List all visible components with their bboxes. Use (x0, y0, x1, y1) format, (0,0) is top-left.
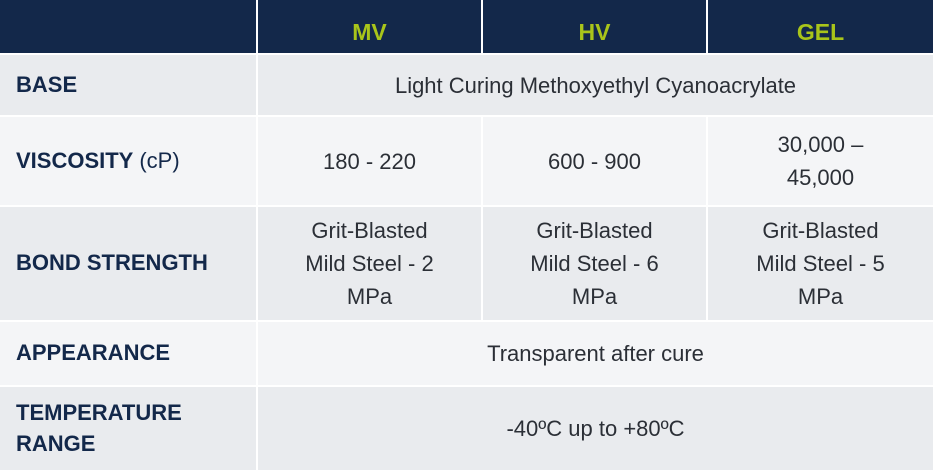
row-label-name: BASE (16, 71, 78, 97)
value-cell: 30,000 – 45,000 (708, 117, 933, 205)
value-cell: -40ºC up to +80ºC (258, 387, 933, 470)
row-label: TEMPERATURE RANGE (0, 387, 256, 470)
column-header: HV (483, 0, 706, 53)
row-label-text: APPEARANCE (16, 338, 170, 369)
value-cell: 600 - 900 (483, 117, 706, 205)
row-label-text: BASE (16, 70, 77, 101)
value-cell: Grit-Blasted Mild Steel - 2 MPa (258, 207, 481, 320)
row-label: BOND STRENGTH (0, 207, 256, 320)
value-cell: Light Curing Methoxyethyl Cyanoacrylate (258, 55, 933, 115)
value-cell: Grit-Blasted Mild Steel - 6 MPa (483, 207, 706, 320)
row-label-name: APPEARANCE (16, 340, 171, 366)
row-label-name: VISCOSITY (16, 147, 134, 173)
value-cell: Grit-Blasted Mild Steel - 5 MPa (708, 207, 933, 320)
row-label: BASE (0, 55, 256, 115)
row-label-text: VISCOSITY (cP) (16, 146, 180, 177)
row-label-name: BOND STRENGTH (16, 250, 208, 276)
value-cell: Transparent after cure (258, 322, 933, 385)
column-header: MV (258, 0, 481, 53)
row-label-name: TEMPERATURE RANGE (16, 399, 182, 456)
value-cell: 180 - 220 (258, 117, 481, 205)
column-header: GEL (708, 0, 933, 53)
row-label-text: BOND STRENGTH (16, 248, 208, 279)
row-label-unit: (cP) (139, 147, 180, 173)
header-corner (0, 0, 256, 53)
row-label-text: TEMPERATURE RANGE (16, 398, 240, 460)
row-label: VISCOSITY (cP) (0, 117, 256, 205)
row-label: APPEARANCE (0, 322, 256, 385)
